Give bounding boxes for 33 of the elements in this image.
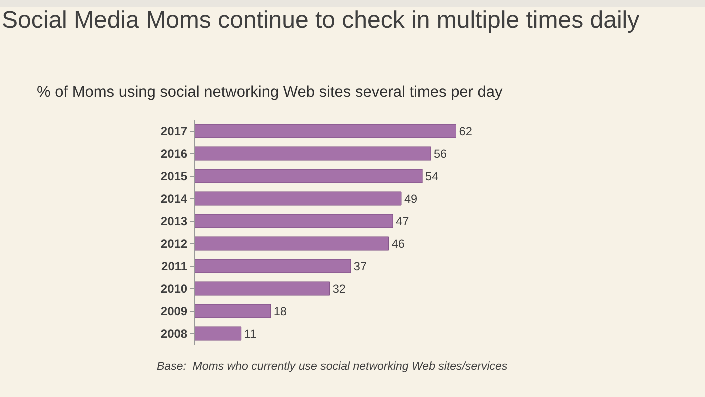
data-label: 32 <box>332 282 346 296</box>
y-tick-label: 2009 <box>160 304 188 318</box>
bar <box>195 192 402 206</box>
data-label: 62 <box>459 124 472 138</box>
y-tick-label: 2011 <box>162 259 188 274</box>
bar <box>195 236 390 251</box>
chart-title: Social Media Moms continue to check in multiple times daily <box>2 7 640 34</box>
bar <box>195 304 272 318</box>
y-tick-label: 2015 <box>160 169 188 184</box>
bar <box>195 169 423 184</box>
bar <box>195 124 456 138</box>
data-label: 18 <box>274 304 288 318</box>
data-label: 11 <box>244 326 257 341</box>
y-tick-label: 2014 <box>160 192 188 206</box>
data-label: 46 <box>392 236 406 251</box>
chart-subtitle: % of Moms using social networking Web sites several times per day <box>37 84 504 101</box>
data-label: 47 <box>396 214 410 228</box>
bar <box>195 259 352 274</box>
bar <box>195 326 242 341</box>
data-label: 49 <box>404 192 418 206</box>
y-tick-label: 2008 <box>160 326 188 341</box>
bar <box>195 146 432 161</box>
y-tick-label: 2013 <box>160 214 188 228</box>
bar <box>195 214 394 228</box>
bar <box>195 282 330 296</box>
y-tick-label: 2017 <box>160 124 188 138</box>
y-tick-label: 2010 <box>160 282 188 296</box>
data-label: 54 <box>426 169 440 184</box>
data-label: 37 <box>354 259 368 274</box>
y-tick-label: 2016 <box>160 146 188 161</box>
text: Base: Moms who currently use social networking Web sites/services <box>157 361 508 373</box>
y-tick-label: 2012 <box>160 236 188 251</box>
data-label: 56 <box>434 146 448 161</box>
